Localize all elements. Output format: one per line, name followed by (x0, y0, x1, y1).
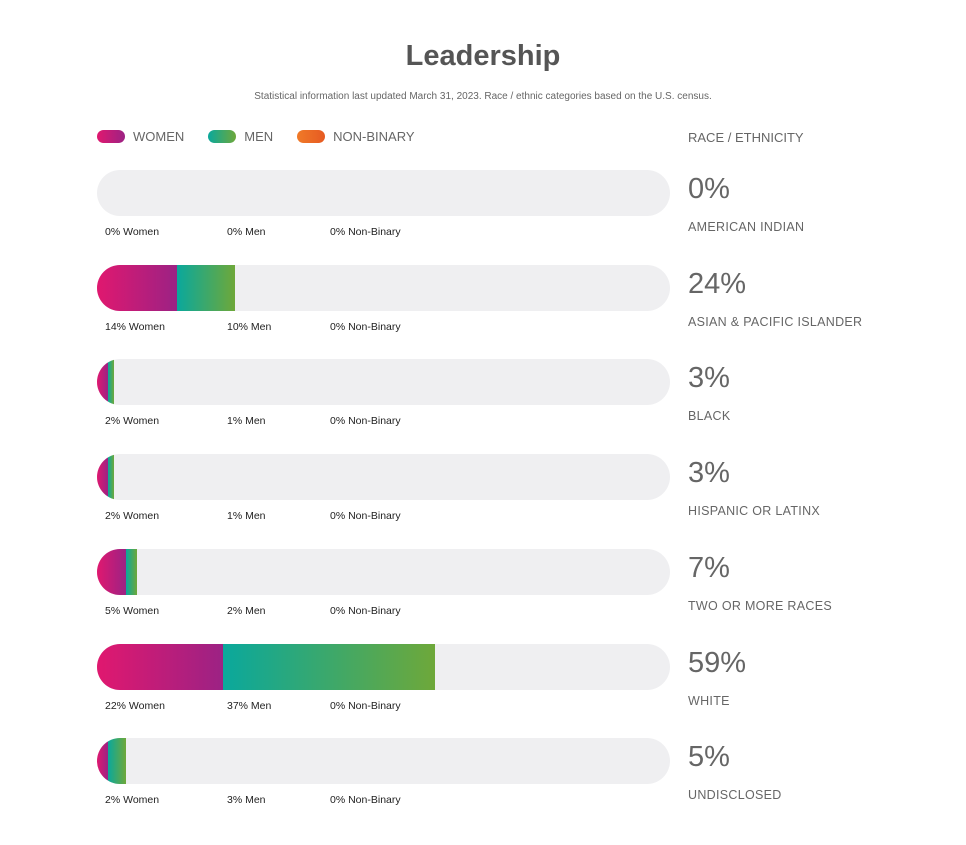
nonbinary-label: 0% Non-Binary (330, 415, 401, 428)
total-percent: 5% (688, 741, 730, 774)
bar-track (97, 264, 670, 311)
nonbinary-label: 0% Non-Binary (330, 320, 401, 333)
nonbinary-label: 0% Non-Binary (330, 226, 401, 238)
total-percent: 59% (688, 646, 747, 679)
bar-men (108, 454, 115, 501)
chart-row: 5% Women 2% Men 0% Non-Binary 7% TWO OR … (97, 548, 897, 639)
bar-women (97, 548, 126, 595)
race-label: AMERICAN INDIAN (688, 220, 805, 234)
chart-title: Leadership (405, 40, 561, 72)
race-label: ASIAN & PACIFIC ISLANDER (688, 314, 863, 329)
women-label: 14% Women (105, 320, 165, 333)
bar-men (177, 264, 235, 311)
total-percent: 24% (688, 267, 747, 300)
nonbinary-label: 0% Non-Binary (330, 699, 401, 712)
bar-men (125, 548, 138, 595)
chart-row: 2% Women 1% Men 0% Non-Binary 3% HISPANI… (97, 454, 897, 544)
men-label: 3% Men (227, 794, 266, 807)
legend-label: NON-BINARY (333, 129, 415, 144)
bar-track (97, 454, 670, 501)
total-percent: 3% (688, 362, 730, 395)
race-label: TWO OR MORE RACES (688, 598, 832, 613)
chart-row: 2% Women 3% Men 0% Non-Binary 5% UNDISCL… (97, 738, 897, 828)
bar-men (108, 359, 115, 406)
men-label: 1% Men (227, 415, 266, 428)
total-percent: 0% (688, 173, 730, 205)
legend-men: MEN (208, 129, 273, 144)
women-label: 0% Women (105, 226, 160, 238)
total-percent: 3% (688, 457, 730, 490)
women-label: 2% Women (105, 510, 160, 523)
legend: WOMEN MEN NON-BINARY (97, 129, 439, 144)
nonbinary-label: 0% Non-Binary (330, 794, 401, 807)
bar-women (97, 264, 178, 311)
race-label: UNDISCLOSED (688, 788, 782, 803)
nonbinary-swatch (297, 130, 326, 143)
chart-subtitle: Statistical information last updated Mar… (254, 91, 712, 102)
legend-label: MEN (244, 129, 274, 144)
race-label: BLACK (688, 409, 731, 424)
bar-track (97, 170, 670, 216)
women-label: 5% Women (105, 604, 160, 617)
race-label: WHITE (688, 693, 730, 708)
women-label: 2% Women (105, 794, 160, 807)
race-header: RACE / ETHNICITY (688, 130, 804, 145)
bar-women (97, 643, 224, 690)
bar-track (97, 643, 670, 690)
women-label: 22% Women (105, 699, 165, 712)
men-label: 10% Men (227, 320, 272, 333)
bar-track (97, 738, 670, 785)
bar-women (97, 454, 109, 501)
chart-row: 14% Women 10% Men 0% Non-Binary 24% ASIA… (97, 264, 897, 355)
men-label: 0% Men (227, 226, 266, 238)
chart-row: 2% Women 1% Men 0% Non-Binary 3% BLACK (97, 359, 897, 449)
nonbinary-label: 0% Non-Binary (330, 510, 401, 523)
race-label: HISPANIC OR LATINX (688, 504, 821, 519)
bar-men (223, 643, 436, 690)
bar-women (97, 738, 109, 785)
bar-men (108, 738, 126, 785)
men-swatch (208, 130, 237, 143)
women-label: 2% Women (105, 415, 160, 428)
bar-track (97, 548, 670, 595)
women-swatch (97, 130, 125, 143)
men-label: 2% Men (227, 604, 266, 617)
men-label: 1% Men (227, 510, 266, 523)
legend-women: WOMEN (97, 129, 184, 144)
men-label: 37% Men (227, 699, 272, 712)
total-percent: 7% (688, 551, 730, 584)
chart-row: 0% Women 0% Men 0% Non-Binary 0% AMERICA… (97, 170, 897, 260)
chart-row: 22% Women 37% Men 0% Non-Binary 59% WHIT… (97, 643, 897, 734)
bar-track (97, 359, 670, 406)
nonbinary-label: 0% Non-Binary (330, 604, 401, 617)
legend-label: WOMEN (133, 129, 185, 144)
legend-nonbinary: NON-BINARY (297, 129, 415, 144)
bar-women (97, 359, 109, 406)
